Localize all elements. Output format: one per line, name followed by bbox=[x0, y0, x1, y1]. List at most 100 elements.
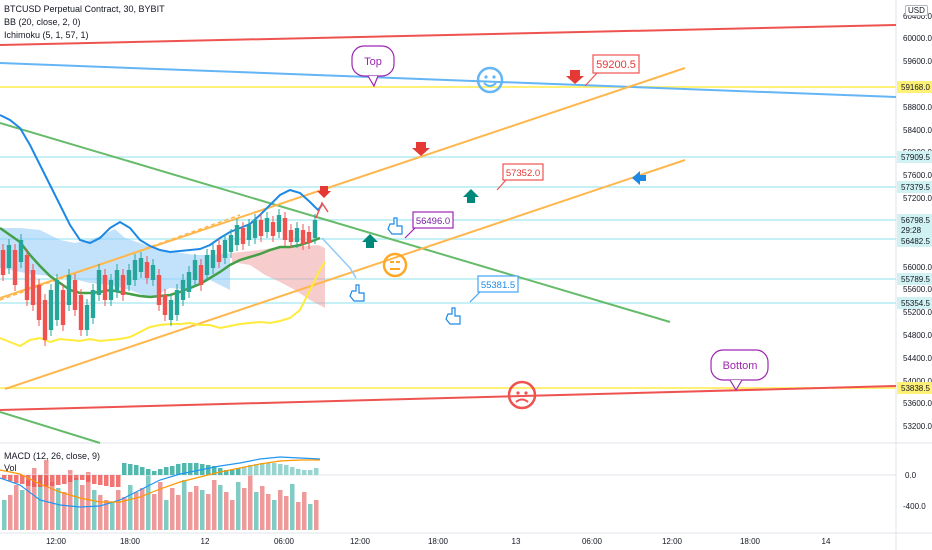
bb-upper-line[interactable] bbox=[0, 114, 323, 254]
arrow-down-icon bbox=[412, 142, 430, 156]
candle-body bbox=[234, 225, 240, 245]
candle-body bbox=[240, 228, 246, 244]
price-axis-label: 57200.0 bbox=[903, 194, 932, 203]
legend-vol[interactable]: Vol bbox=[4, 463, 17, 473]
arrow-down-icon bbox=[566, 70, 584, 84]
candle-body bbox=[96, 270, 102, 295]
candle-body bbox=[144, 262, 150, 278]
volume-bar bbox=[80, 485, 85, 530]
candle-body bbox=[192, 260, 198, 280]
volume-bar bbox=[146, 475, 151, 530]
volume-bar bbox=[284, 496, 289, 530]
time-axis-label: 12:00 bbox=[46, 537, 67, 546]
price-badge: 56482.5 bbox=[897, 235, 932, 247]
volume-bar bbox=[128, 485, 133, 530]
smiley-face-happy[interactable] bbox=[476, 66, 504, 94]
volume-bar bbox=[236, 482, 241, 530]
volume-bar bbox=[98, 495, 103, 530]
candlestick-series[interactable] bbox=[0, 209, 318, 346]
candle-body bbox=[12, 250, 18, 285]
macd-hist-bar bbox=[158, 469, 163, 475]
volume-bar bbox=[194, 486, 199, 530]
arrow-marker-down-red-1[interactable] bbox=[566, 70, 584, 84]
candle-body bbox=[6, 245, 12, 268]
macd-hist-bar bbox=[20, 475, 25, 484]
price-callout-57352-text: 57352.0 bbox=[506, 168, 540, 179]
arrow-marker-down-red-2[interactable] bbox=[412, 142, 430, 156]
macd-hist-bar bbox=[272, 463, 277, 475]
trendline-blue[interactable] bbox=[0, 62, 897, 98]
hand-pointer-1[interactable] bbox=[387, 217, 403, 235]
volume-bar bbox=[176, 495, 181, 530]
candle-body bbox=[180, 280, 186, 300]
legend-macd[interactable]: MACD (12, 26, close, 9) bbox=[4, 451, 101, 461]
macd-hist-bar bbox=[242, 467, 247, 475]
hand-pointer-3[interactable] bbox=[445, 307, 461, 325]
candle-body bbox=[168, 300, 174, 320]
candle-body bbox=[312, 220, 318, 238]
macd-hist-bar bbox=[308, 470, 313, 475]
hand-pointer-2[interactable] bbox=[349, 284, 365, 302]
time-axis-label: 18:00 bbox=[428, 537, 449, 546]
candle-body bbox=[162, 295, 168, 315]
volume-bar bbox=[260, 486, 265, 530]
price-axis-label: 60400.0 bbox=[903, 12, 932, 21]
volume-bar bbox=[182, 480, 187, 530]
macd-hist-bar bbox=[26, 475, 31, 486]
time-axis[interactable]: 12:00 18:00 12 06:00 12:00 18:00 13 06:00 12:00 1… bbox=[46, 537, 831, 546]
price-callout-57352[interactable]: 57352.0 bbox=[496, 163, 544, 191]
volume-bar bbox=[230, 500, 235, 530]
candle-body bbox=[282, 218, 288, 240]
price-axis-label: 54000.0 bbox=[903, 377, 932, 386]
ichimoku-cloud-bearish[interactable] bbox=[232, 245, 325, 308]
projection-down-arrow[interactable] bbox=[321, 237, 357, 279]
smiley-face-neutral[interactable] bbox=[382, 252, 408, 278]
smiley-face-sad[interactable] bbox=[507, 380, 537, 410]
price-callout-55381[interactable]: 55381.5 bbox=[469, 275, 519, 303]
channel-lower-line[interactable] bbox=[4, 159, 686, 390]
price-axis-label: 55200.0 bbox=[903, 308, 932, 317]
price-badge: 29:28 bbox=[897, 224, 932, 236]
price-badge-text: 55789.5 bbox=[901, 275, 930, 284]
macd-hist-bar bbox=[92, 475, 97, 484]
price-badge-text: 56798.5 bbox=[901, 216, 930, 225]
volume-histogram[interactable] bbox=[2, 460, 319, 530]
macd-hist-bar bbox=[164, 467, 169, 475]
candle-body bbox=[120, 275, 126, 295]
candle-body bbox=[24, 255, 30, 300]
macd-hist-bar bbox=[194, 463, 199, 475]
ichimoku-cloud-bullish[interactable] bbox=[0, 228, 230, 298]
macd-hist-bar bbox=[98, 475, 103, 485]
trendline-red-bottom[interactable] bbox=[0, 385, 897, 411]
projection-up-arrow[interactable] bbox=[315, 201, 329, 219]
macd-hist-bar bbox=[212, 466, 217, 475]
candle-body bbox=[222, 240, 228, 258]
price-callout-59200[interactable]: 59200.5 bbox=[584, 54, 640, 87]
macd-hist-bar bbox=[128, 464, 133, 475]
candle-body bbox=[306, 232, 312, 243]
arrow-marker-up-green-1[interactable] bbox=[463, 189, 479, 203]
candle-body bbox=[294, 228, 300, 242]
macd-hist-bar bbox=[122, 463, 127, 475]
trendline-red-top[interactable] bbox=[0, 24, 897, 46]
macd-hist-bar bbox=[296, 469, 301, 475]
legend-symbol[interactable]: BTCUSD Perpetual Contract, 30, BYBIT bbox=[4, 4, 165, 14]
legend-ichimoku[interactable]: Ichimoku (5, 1, 57, 1) bbox=[4, 30, 89, 40]
price-callout-55381-text: 55381.5 bbox=[481, 280, 515, 291]
trendline-green-lower[interactable] bbox=[0, 411, 101, 444]
trendline-green-descending[interactable] bbox=[0, 122, 671, 323]
callout-top[interactable]: Top bbox=[351, 45, 395, 88]
candle-body bbox=[174, 290, 180, 315]
price-callout-56496[interactable]: 56496.0 bbox=[404, 211, 454, 239]
lagging-span-line[interactable] bbox=[0, 261, 326, 348]
callout-bottom[interactable]: Bottom bbox=[710, 349, 769, 392]
legend-bb[interactable]: BB (20, close, 2, 0) bbox=[4, 17, 81, 27]
arrow-marker-down-red-3[interactable] bbox=[317, 186, 331, 198]
arrow-marker-left-blue[interactable] bbox=[632, 171, 646, 185]
macd-line[interactable] bbox=[0, 456, 321, 508]
currency-label[interactable]: USD bbox=[905, 5, 928, 16]
volume-bar bbox=[8, 495, 13, 530]
macd-signal-line[interactable] bbox=[0, 459, 320, 503]
arrow-marker-up-green-2[interactable] bbox=[362, 234, 378, 248]
